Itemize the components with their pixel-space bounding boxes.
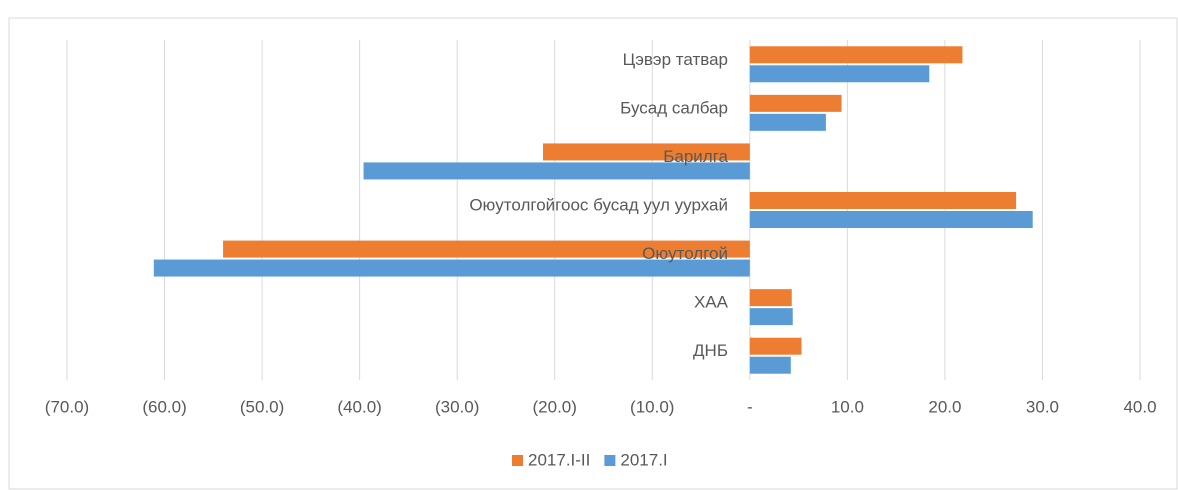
bar: [749, 211, 1033, 228]
x-tick-label: 20.0: [928, 397, 961, 416]
bar: [749, 192, 1017, 209]
category-label: Оюутолгой: [642, 244, 728, 263]
category-label: Оюутолгойгоос бусад уул уурхай: [469, 195, 728, 214]
x-tick-label: (40.0): [337, 397, 381, 416]
bar: [223, 240, 750, 258]
bar: [749, 337, 802, 355]
x-tick-label: 40.0: [1123, 397, 1156, 416]
category-label: ХАА: [694, 293, 729, 312]
x-tick-label: (10.0): [630, 397, 674, 416]
bar: [363, 162, 750, 180]
x-tick-label: -: [747, 397, 753, 416]
legend-label: 2017.I-II: [528, 450, 590, 469]
bar: [749, 289, 792, 307]
x-tick-label: 10.0: [831, 397, 864, 416]
x-tick-label: 30.0: [1026, 397, 1059, 416]
category-label: ДНБ: [693, 341, 728, 360]
x-tick-label: (50.0): [240, 397, 284, 416]
x-tick-label: (60.0): [142, 397, 186, 416]
x-tick-label: (30.0): [435, 397, 479, 416]
x-tick-label: (20.0): [533, 397, 577, 416]
x-tick-label: (70.0): [45, 397, 89, 416]
bar: [749, 356, 791, 374]
category-label: Бусад салбар: [620, 98, 728, 117]
bar: [749, 94, 842, 112]
bar: [153, 259, 750, 277]
bar: [749, 308, 793, 326]
category-label: Цэвэр татвар: [623, 50, 728, 69]
legend-swatch: [604, 455, 616, 466]
legend-swatch: [512, 455, 523, 466]
bar: [749, 46, 963, 64]
category-label: Барилга: [663, 147, 728, 166]
bar: [543, 143, 750, 161]
legend-label: 2017.I: [620, 450, 667, 469]
bar: [749, 113, 826, 131]
bar: [749, 65, 930, 83]
